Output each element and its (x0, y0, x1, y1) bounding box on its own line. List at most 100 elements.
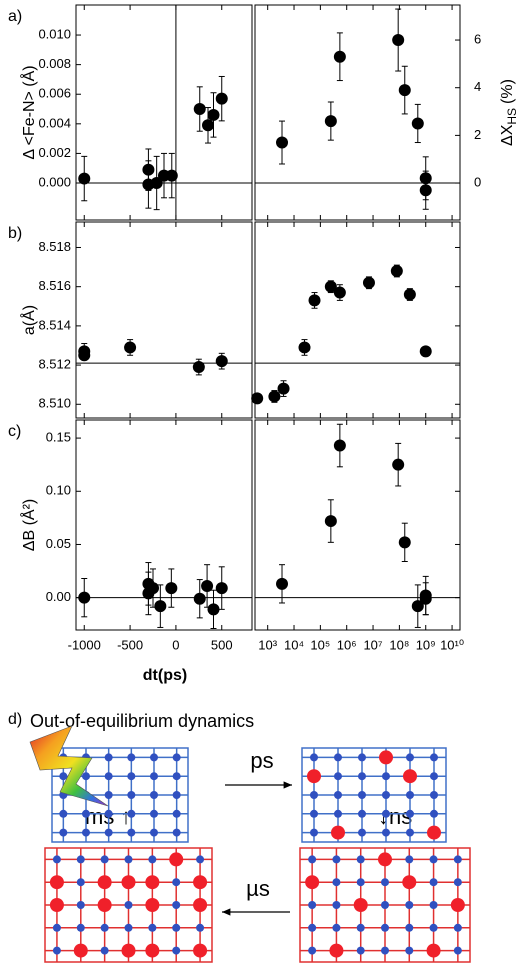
y2-label-sub: HS (505, 108, 519, 125)
data-point (165, 169, 178, 182)
ls-site (76, 878, 85, 887)
ls-site (382, 772, 390, 781)
data-point (154, 600, 167, 613)
ls-site (127, 753, 136, 762)
ls-site (381, 923, 389, 932)
ls-site (104, 809, 113, 818)
hs-site (305, 875, 320, 890)
ls-site (127, 791, 136, 799)
data-point (411, 117, 424, 130)
data-point (333, 439, 346, 452)
data-point (193, 103, 206, 116)
plot-frame (75, 221, 253, 419)
ls-site (148, 923, 157, 932)
data-point (150, 177, 163, 190)
ls-site (52, 855, 61, 864)
y-tick-label: 8.518 (38, 239, 71, 254)
y2-tick-label: 2 (474, 127, 481, 142)
y-axis-label: ΔB (Å²) (19, 499, 38, 551)
data-point (207, 108, 220, 121)
light-flash (29, 725, 109, 807)
x-tick-label: 10⁴ (284, 637, 304, 652)
ls-site (356, 923, 365, 932)
y-tick-label: 0.00 (46, 589, 71, 604)
ls-site (59, 828, 68, 837)
data-point (362, 276, 375, 289)
x-tick-label: -1000 (68, 637, 101, 652)
lattices (44, 747, 471, 963)
ls-site (172, 946, 181, 955)
y-axis-label: Δ <Fe-N> (Å) (19, 65, 38, 159)
y2-label-main: ΔX (499, 124, 516, 146)
ls-site (406, 828, 414, 837)
ls-site (150, 791, 158, 799)
ls-site (406, 791, 414, 799)
ls-site (127, 828, 136, 837)
ls-site (381, 946, 389, 955)
data-point (215, 582, 228, 595)
y-tick-label: 0.008 (38, 56, 71, 71)
ls-site (100, 923, 109, 932)
y-tick-label: 0.05 (46, 536, 71, 551)
x-tick-label: -500 (117, 637, 143, 652)
ls-site (382, 828, 390, 837)
ls-site (406, 753, 414, 762)
ls-site (406, 809, 414, 818)
ls-site (453, 855, 462, 864)
ls-site (104, 753, 113, 762)
ls-site (405, 855, 414, 864)
y-axis-label: a(Å) (19, 305, 38, 335)
data-point (298, 341, 311, 354)
ls-site (310, 791, 318, 799)
plot-frame (75, 4, 253, 221)
x-tick-label: 10⁸ (389, 637, 409, 652)
ls-site (124, 923, 133, 932)
ls-site (76, 901, 85, 909)
hs-site (193, 898, 208, 912)
y-tick-label: 0.006 (38, 86, 71, 101)
y-tick-label: 8.510 (38, 396, 71, 411)
ls-site (381, 901, 389, 909)
ls-site (124, 855, 133, 864)
ls-site (82, 828, 90, 837)
hs-site (97, 875, 112, 890)
data-point (268, 390, 281, 403)
ls-site (430, 809, 438, 818)
ls-site (196, 923, 205, 932)
x-axis-label: dt(ps) (143, 667, 187, 684)
data-point (202, 119, 214, 132)
hs-site (97, 898, 112, 912)
ls-site (358, 809, 366, 818)
ls-site (104, 791, 113, 799)
ls-site (172, 772, 181, 781)
x-tick-label: 10⁶ (337, 637, 357, 652)
ls-site (150, 828, 158, 837)
ls-site (310, 828, 318, 837)
data-point (411, 600, 424, 613)
data-point (392, 34, 405, 47)
hs-site (402, 875, 417, 890)
ls-site (334, 809, 342, 818)
data-point (398, 536, 411, 549)
y-tick-label: 0.15 (46, 430, 71, 445)
hs-site (427, 825, 441, 840)
ls-site (430, 791, 438, 799)
y-tick-label: 0.010 (38, 26, 71, 41)
data-point (403, 288, 416, 301)
ls-site (127, 772, 136, 781)
ls-site (172, 923, 181, 932)
plot-frame (254, 419, 461, 631)
data-point (251, 392, 264, 405)
y-tick-label: 0.002 (38, 145, 71, 160)
ls-site (172, 901, 181, 909)
ls-site (405, 901, 414, 909)
ls-site (310, 809, 318, 818)
data-point (78, 349, 91, 362)
hs-site (121, 875, 136, 890)
data-point (207, 603, 220, 616)
ls-site (82, 772, 90, 781)
x-tick-label: 500 (211, 637, 233, 652)
y-tick-label: 0.10 (46, 483, 71, 498)
ls-site (52, 946, 61, 955)
ls-site (334, 753, 342, 762)
